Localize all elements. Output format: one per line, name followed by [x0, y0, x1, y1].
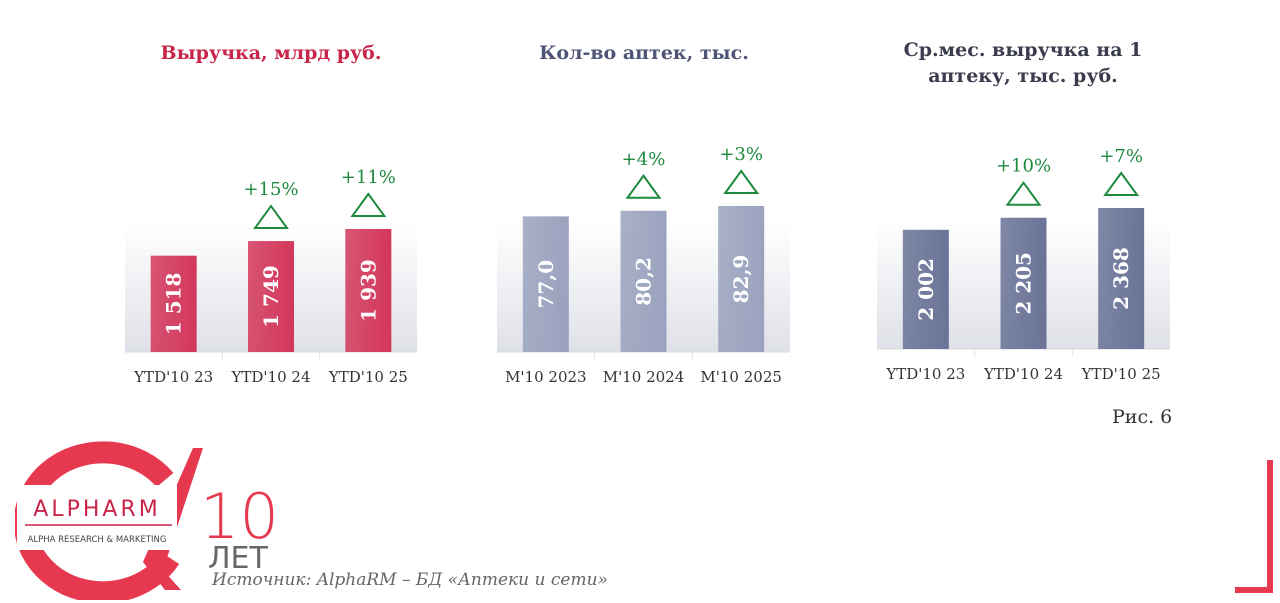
delta-triangle-icon — [350, 192, 387, 217]
category-label: M'10 2024 — [603, 368, 685, 386]
bar-value-label: 2 002 — [914, 258, 938, 321]
delta-triangle-icon — [1005, 181, 1042, 206]
bar-value-label: 2 368 — [1109, 247, 1133, 310]
figure-label: Рис. 6 — [1112, 406, 1173, 428]
delta-triangle-icon — [253, 204, 289, 230]
logo-years: 10 — [200, 480, 279, 553]
growth-label: +4% — [622, 149, 666, 170]
bar — [1098, 208, 1145, 349]
category-label: M'10 2023 — [505, 368, 587, 386]
chart3-title: Ср.мес. выручка на 1 аптеку, тыс. руб. — [873, 37, 1173, 89]
category-label: YTD'10 25 — [328, 368, 408, 386]
growth-label: +15% — [243, 179, 298, 200]
chart-1: 1 518 YTD'10 23 1 749 YTD'10 24 +15% 1 939 YTD… — [125, 167, 417, 386]
source-note: Источник: AlphaRM – БД «Аптеки и сети» — [212, 570, 608, 590]
category-label: YTD'10 25 — [1081, 365, 1161, 383]
growth-label: +10% — [996, 156, 1051, 177]
chart-2: 77,0 M'10 2023 80,2 M'10 2024 +4% 82,9 M'10 20… — [497, 144, 790, 386]
bar-value-label: 2 205 — [1012, 252, 1036, 315]
bar-value-label: 82,9 — [729, 255, 753, 304]
logo-tagline: ALPHA RESEARCH & MARKETING — [28, 535, 167, 545]
category-label: YTD'10 24 — [983, 365, 1063, 383]
chart2-title: Кол-во аптек, тыс. — [539, 42, 749, 64]
chart3-title-line1: Ср.мес. выручка на 1 — [903, 39, 1143, 61]
delta-triangle-icon — [625, 174, 662, 199]
chart1-title: Выручка, млрд руб. — [160, 42, 382, 64]
growth-label: +11% — [341, 167, 396, 188]
category-label: M'10 2025 — [700, 368, 782, 386]
bar-value-label: 1 518 — [162, 273, 186, 336]
bar — [522, 216, 569, 352]
bar-value-label: 1 749 — [259, 265, 283, 328]
delta-triangle-icon — [1103, 171, 1140, 196]
logo-years-word: ЛЕТ — [208, 541, 269, 576]
bar-value-label: 1 939 — [356, 259, 380, 322]
alpharm-logo: ALPHARM ALPHA RESEARCH & MARKETING 10 ЛЕ… — [15, 441, 279, 600]
category-label: YTD'10 23 — [885, 365, 965, 383]
bar — [345, 229, 392, 352]
corner-bracket — [1235, 460, 1273, 593]
chart3-title-line2: аптеку, тыс. руб. — [928, 65, 1118, 87]
bar — [620, 210, 667, 352]
growth-label: +7% — [1099, 146, 1143, 167]
chart-3: 2 002 YTD'10 23 2 205 YTD'10 24 +10% 2 368 YTD… — [877, 146, 1170, 383]
bar — [1000, 217, 1047, 349]
bar — [902, 229, 949, 349]
delta-triangle-icon — [723, 169, 760, 194]
bar — [150, 255, 197, 352]
bar — [248, 241, 294, 352]
category-label: YTD'10 23 — [133, 368, 213, 386]
logo-brand: ALPHARM — [33, 497, 160, 522]
growth-label: +3% — [719, 144, 763, 165]
bar-value-label: 80,2 — [632, 257, 656, 306]
bar-value-label: 77,0 — [534, 260, 558, 309]
bar — [718, 206, 765, 352]
category-label: YTD'10 24 — [231, 368, 311, 386]
